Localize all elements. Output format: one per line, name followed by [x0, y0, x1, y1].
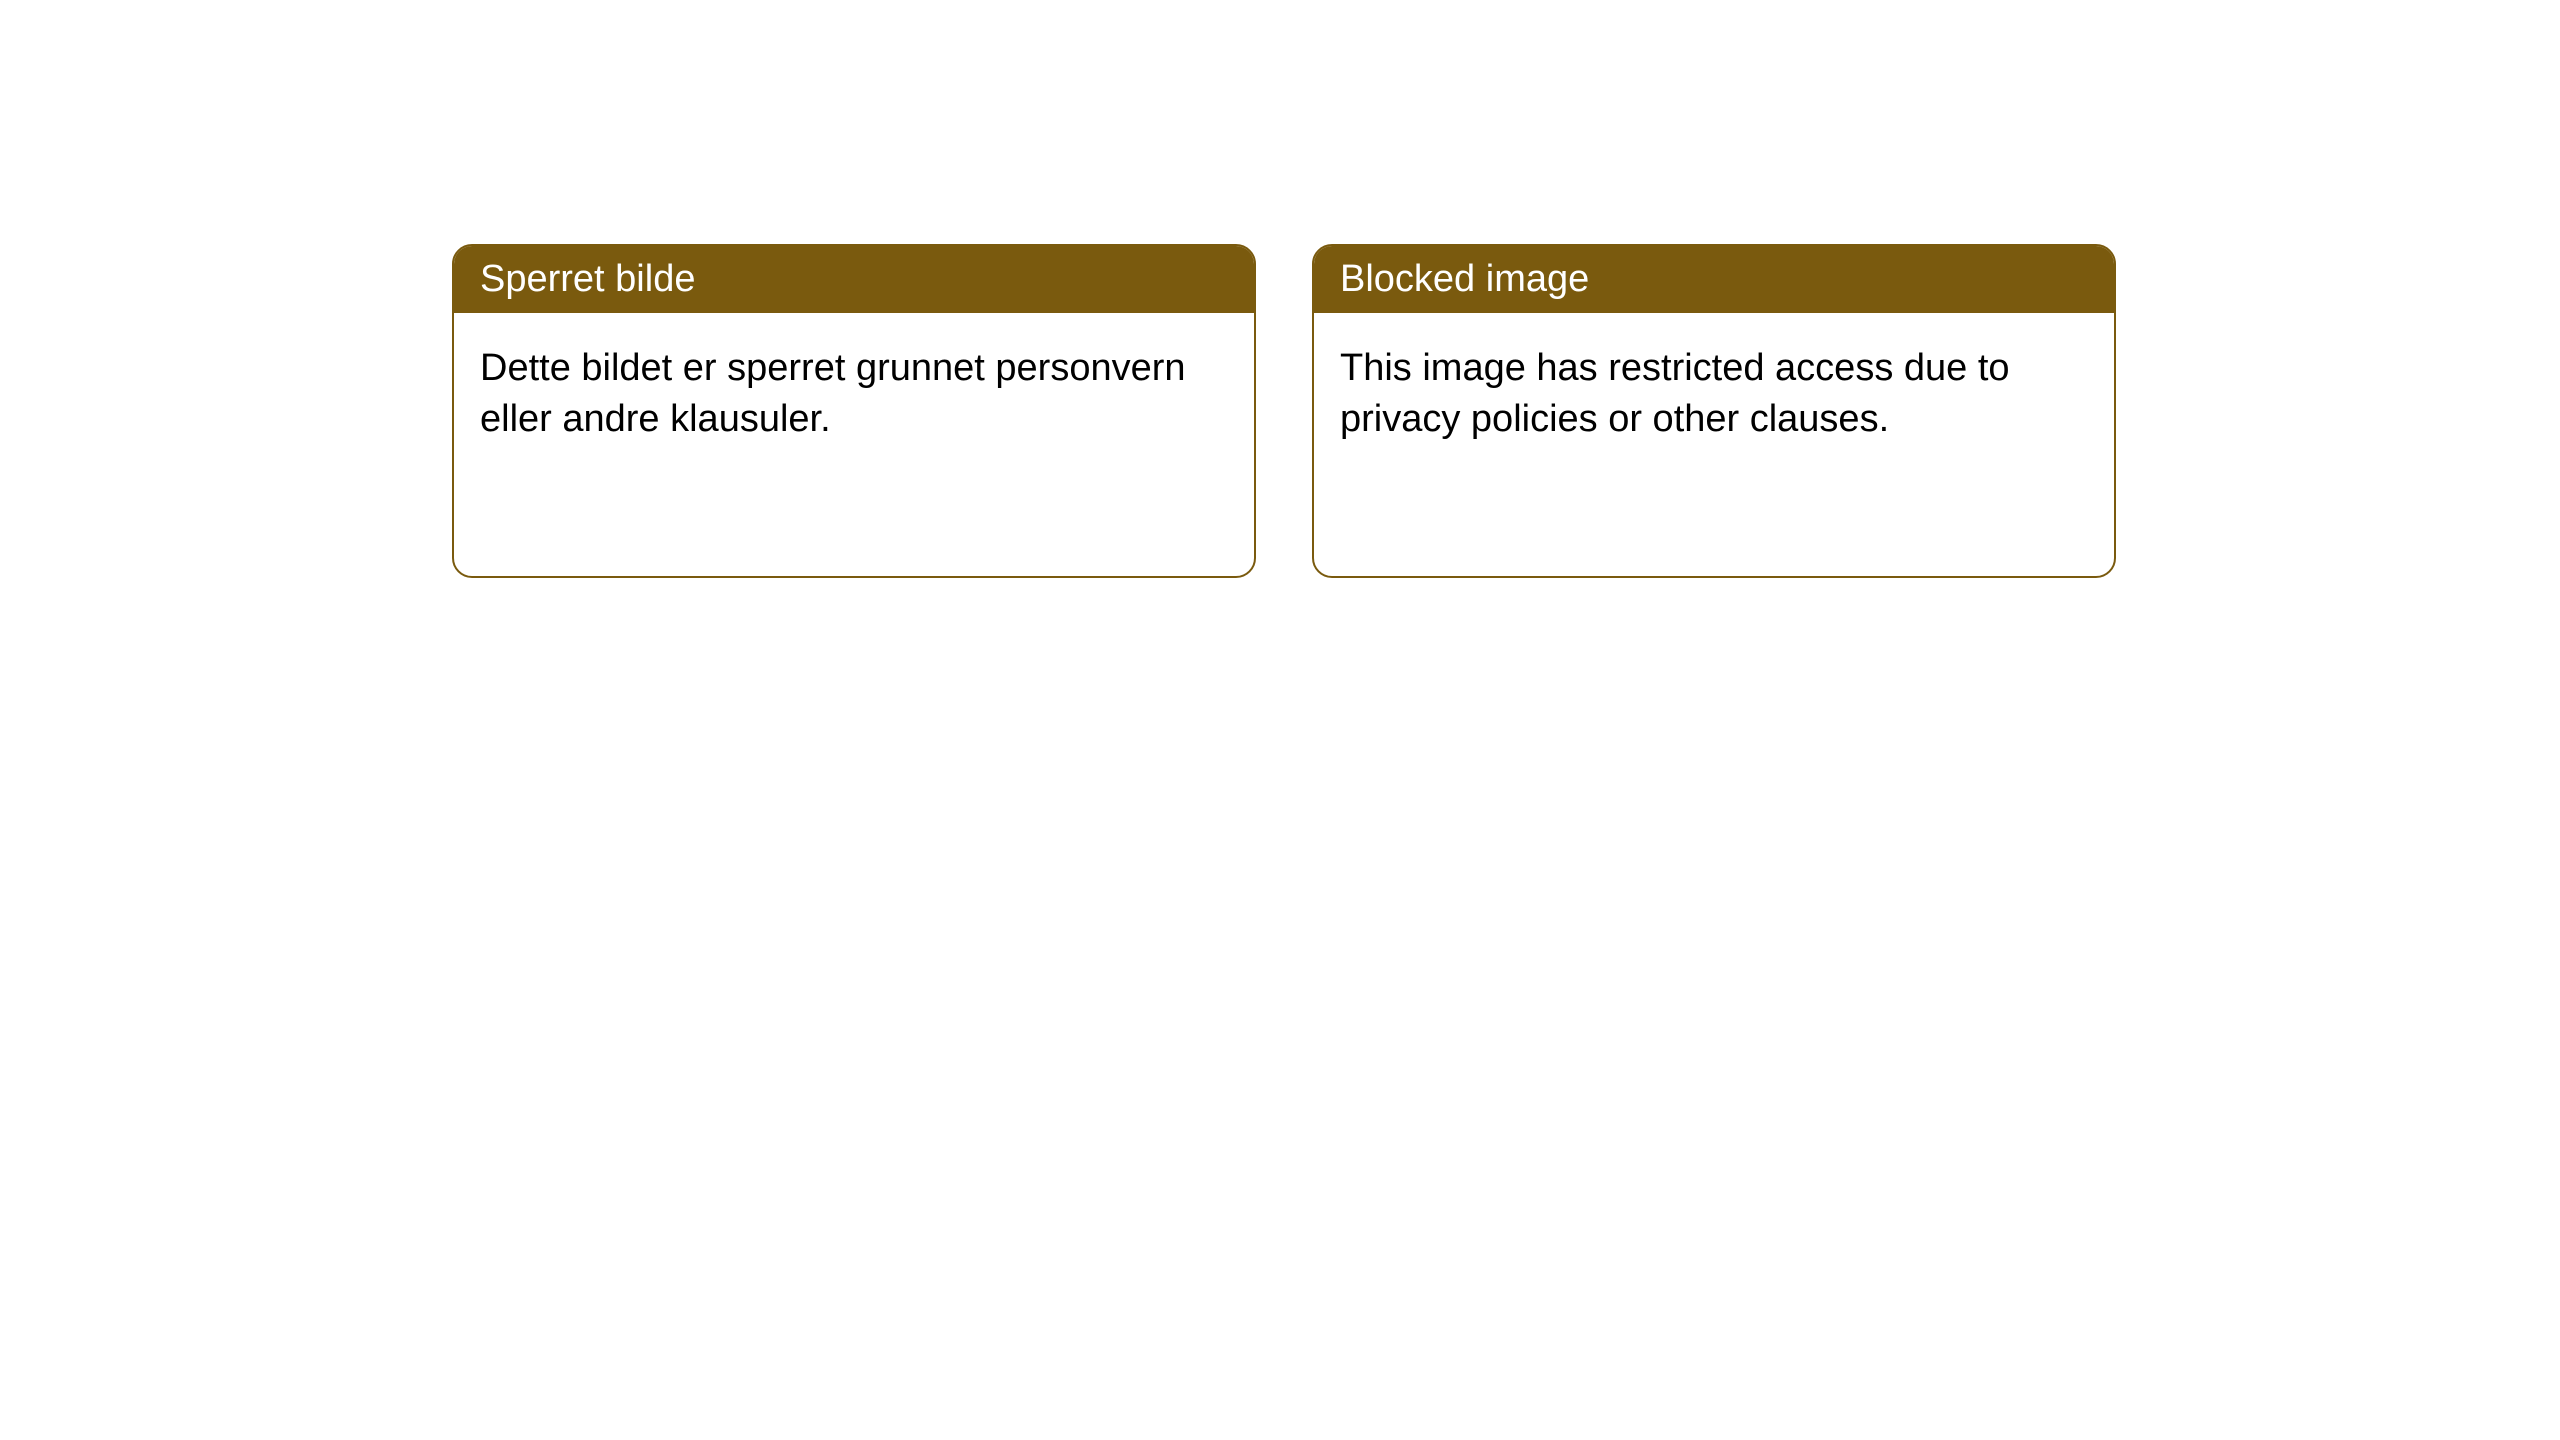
notice-body: Dette bildet er sperret grunnet personve…: [454, 313, 1254, 476]
notice-header: Sperret bilde: [454, 246, 1254, 313]
notice-card-norwegian: Sperret bilde Dette bildet er sperret gr…: [452, 244, 1256, 578]
notice-body: This image has restricted access due to …: [1314, 313, 2114, 476]
notice-header: Blocked image: [1314, 246, 2114, 313]
notice-container: Sperret bilde Dette bildet er sperret gr…: [0, 0, 2560, 578]
notice-card-english: Blocked image This image has restricted …: [1312, 244, 2116, 578]
